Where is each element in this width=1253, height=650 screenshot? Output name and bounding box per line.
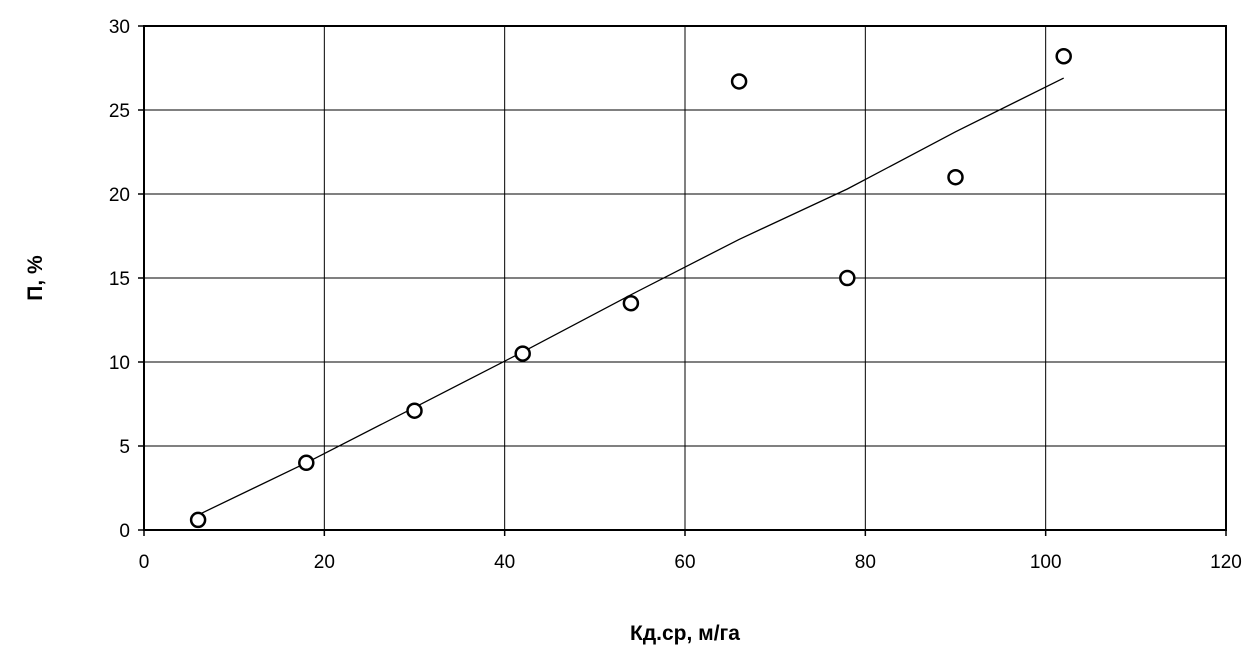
series-layer [189,47,1072,529]
y-tick-label: 30 [109,17,130,38]
data-point [839,269,856,287]
data-point [622,294,640,312]
y-tick-label: 5 [119,437,130,458]
y-tick-label: 20 [109,185,130,206]
y-tick-labels: 0 5 10 15 20 25 30 [109,17,144,542]
y-tick-label: 0 [119,521,130,542]
trend-line [197,77,1064,516]
data-point [1055,47,1072,65]
data-point [189,511,207,529]
x-tick-label: 20 [314,552,335,573]
data-point [947,168,964,186]
data-point [514,345,531,362]
data-point [406,402,423,419]
data-point [298,454,315,472]
x-tick-label: 60 [674,552,695,573]
x-axis-title: Кд.ср, м/га [630,622,740,645]
x-tick-label: 80 [855,552,876,573]
x-tick-label: 40 [494,552,515,573]
x-tick-label: 120 [1210,552,1242,573]
y-tick-label: 10 [109,353,130,374]
grid-layer [143,25,1227,531]
x-tick-label: 100 [1030,552,1062,573]
y-tick-label: 15 [109,269,130,290]
y-axis-title: П, % [24,255,47,301]
data-point [730,73,748,90]
x-tick-label: 0 [139,552,150,573]
x-tick-labels: 0 20 40 60 80 100 120 [139,530,1242,573]
y-tick-label: 25 [109,101,130,122]
